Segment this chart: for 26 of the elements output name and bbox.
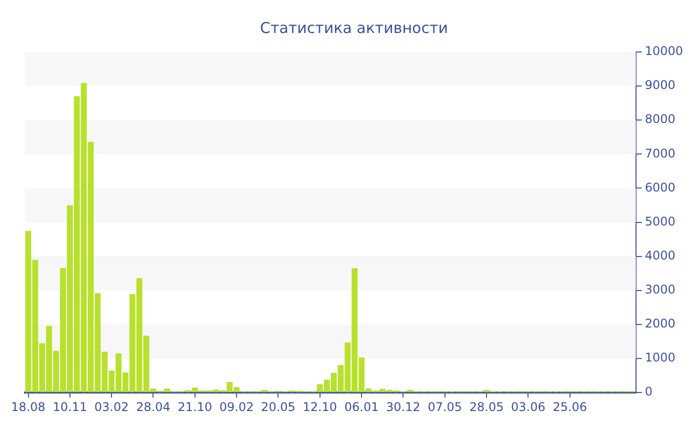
y-tick-label: 9000 xyxy=(644,78,676,92)
x-tick-label: 20.05 xyxy=(261,400,296,414)
chart-title: Статистика активности xyxy=(260,18,448,37)
x-tick-label: 09.02 xyxy=(219,400,254,414)
y-tick-label: 7000 xyxy=(644,146,676,160)
x-tick-label: 25.06 xyxy=(552,400,588,414)
y-tick-label: 2000 xyxy=(644,316,676,331)
x-tick-label: 06.01 xyxy=(344,400,379,414)
y-tick-label: 10000 xyxy=(644,44,684,58)
y-tick-label: 4000 xyxy=(644,248,676,262)
y-tick-label: 8000 xyxy=(644,112,676,126)
x-tick-label: 30.12 xyxy=(386,400,420,414)
x-tick-label: 18.08 xyxy=(11,400,46,414)
x-tick-label: 03.06 xyxy=(511,400,546,414)
y-tick-label: 6000 xyxy=(644,180,676,194)
y-tick-label: 1000 xyxy=(644,350,676,365)
x-tick-label: 03.02 xyxy=(94,400,129,414)
x-tick-label: 28.04 xyxy=(136,400,170,414)
x-tick-label: 07.05 xyxy=(428,400,462,414)
y-tick-label: 5000 xyxy=(644,214,676,228)
x-tick-label: 21.10 xyxy=(178,400,212,414)
x-tick-label: 10.11 xyxy=(52,400,88,414)
y-tick-label: 3000 xyxy=(644,282,676,297)
x-tick-label: 28.05 xyxy=(469,400,504,414)
x-tick-label: 12.10 xyxy=(302,400,338,414)
y-tick-label: 0 xyxy=(644,384,652,399)
